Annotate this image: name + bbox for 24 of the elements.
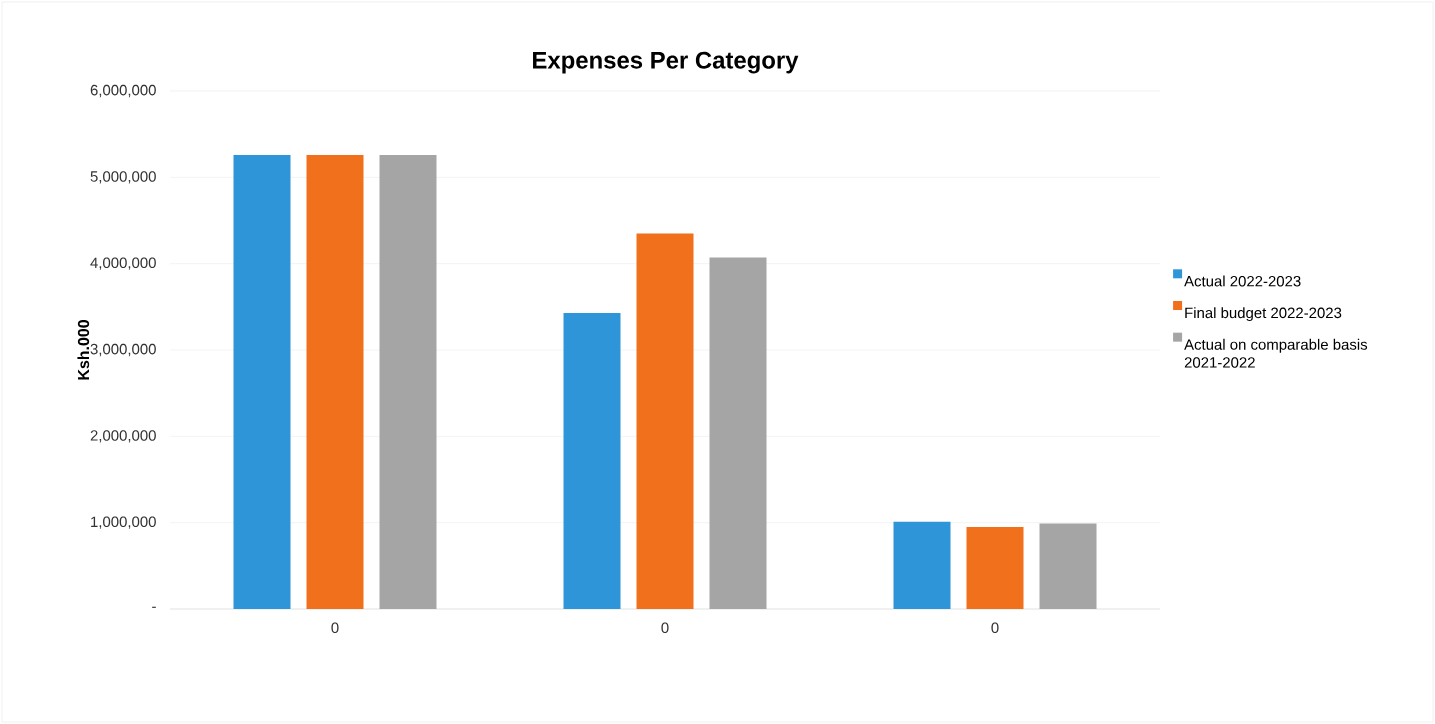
bar xyxy=(966,526,1024,609)
legend-label: Final budget 2022-2023 xyxy=(1185,307,1342,322)
x-tick-label: 0 xyxy=(991,622,999,634)
bar xyxy=(233,154,291,609)
y-tick-label: 4,000,000 xyxy=(90,257,156,270)
y-tick-label: 2,000,000 xyxy=(90,430,156,443)
x-tick-label: 0 xyxy=(331,622,339,634)
y-axis-title: Ksh.000 xyxy=(77,320,90,380)
y-tick-label: 3,000,000 xyxy=(90,343,156,357)
legend-label: Actual on comparable basis 2021-2022 xyxy=(1184,338,1368,368)
legend-label: Actual 2022-2023 xyxy=(1184,275,1301,287)
y-tick-label: - xyxy=(152,606,156,608)
bar xyxy=(893,521,951,609)
bar xyxy=(379,154,437,609)
y-tick-label: 5,000,000 xyxy=(90,171,156,184)
bar xyxy=(563,312,621,609)
chart-title: Expenses Per Category xyxy=(533,51,799,74)
bar xyxy=(1039,523,1097,609)
y-tick-label: 1,000,000 xyxy=(91,516,156,529)
bar xyxy=(709,257,767,609)
bar xyxy=(306,154,364,609)
bar xyxy=(636,233,694,609)
x-tick-label: 0 xyxy=(661,622,669,634)
y-tick-label: 6,000,000 xyxy=(90,84,156,98)
